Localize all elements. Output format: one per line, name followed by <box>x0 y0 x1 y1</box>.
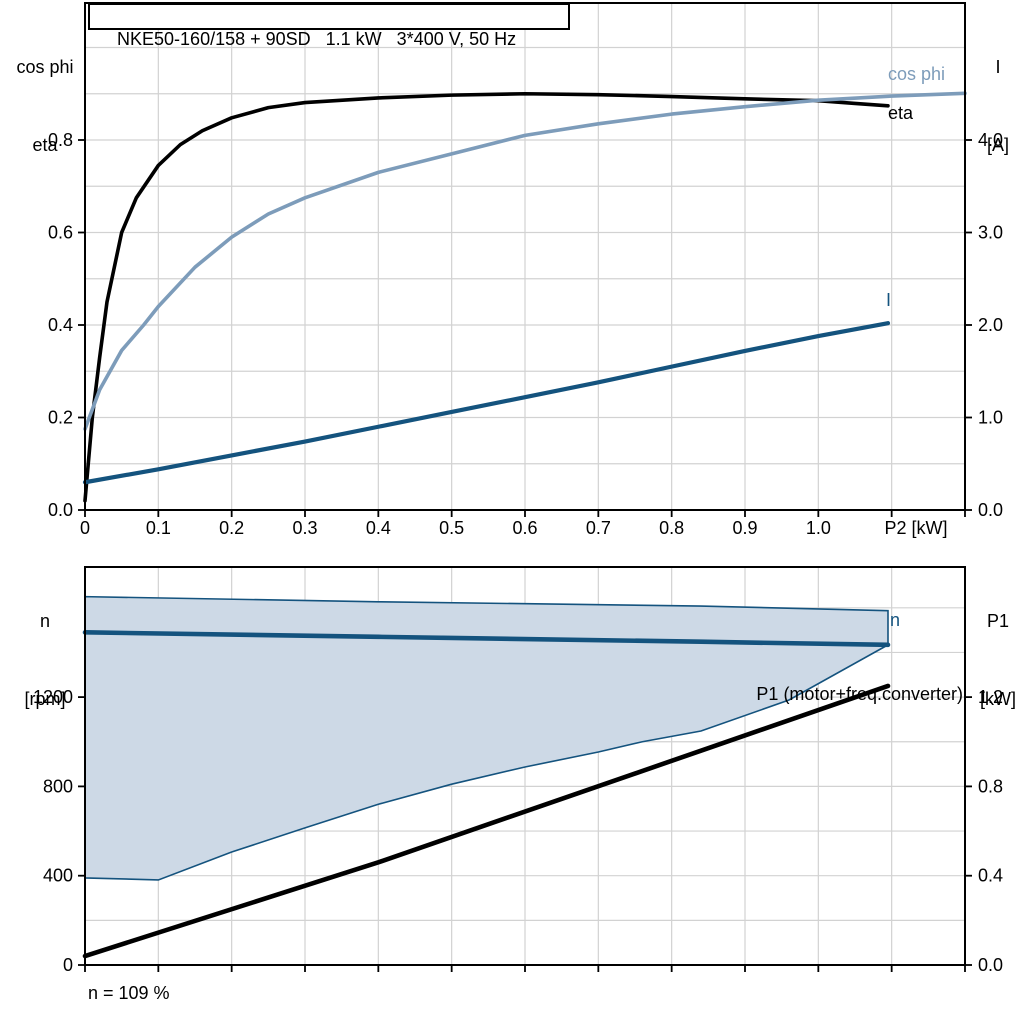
right-tick-label: 0.0 <box>978 955 1003 975</box>
left-axis-title-speed-unit: [rpm] <box>24 689 66 709</box>
chart-title: NKE50-160/158 + 90SD 1.1 kW 3*400 V, 50 … <box>117 29 517 49</box>
chart-title-box: NKE50-160/158 + 90SD 1.1 kW 3*400 V, 50 … <box>88 3 570 49</box>
curve-p1 <box>82 683 891 959</box>
right-tick-label: 3.0 <box>978 223 1003 243</box>
left-tick-label: 0.6 <box>48 223 73 243</box>
x-tick-label: 0.5 <box>439 518 464 538</box>
right-tick-label: 0.8 <box>978 776 1003 796</box>
x-tick-label: 0.3 <box>292 518 317 538</box>
right-tick-label: 4.0 <box>978 130 1003 150</box>
curve-cos-phi <box>83 91 967 431</box>
area-speed-control-range <box>84 595 889 881</box>
curve-n <box>82 630 891 648</box>
left-axis-title-speed: n <box>39 611 50 631</box>
x-tick-label: 0.4 <box>366 518 391 538</box>
speed-percentage-note: n = 109 % <box>88 983 170 1003</box>
x-tick-label: 0.8 <box>659 518 684 538</box>
left-tick-label: 400 <box>43 866 73 886</box>
curve-eta <box>83 91 890 503</box>
right-axis-title-current: I <box>995 57 1001 77</box>
left-axis-title-eta: eta <box>32 135 58 155</box>
speed-curve-label: n <box>890 610 901 630</box>
x-tick-label: 0.6 <box>512 518 537 538</box>
right-axis-title-top: I [A] <box>973 2 1023 210</box>
right-axis-title-current-unit: [A] <box>986 135 1009 155</box>
right-axis-title-p1-unit: [kW] <box>980 689 1016 709</box>
left-tick-label: 0.0 <box>48 500 73 520</box>
left-axis-title-bottom: n [rpm] <box>8 556 82 764</box>
left-tick-label: 0 <box>63 955 73 975</box>
x-tick-label: 1.0 <box>806 518 831 538</box>
left-tick-label: 0.8 <box>48 130 73 150</box>
right-axis-title-p1: P1 <box>986 611 1010 631</box>
x-tick-label: 0.7 <box>586 518 611 538</box>
right-tick-label: 1.0 <box>978 408 1003 428</box>
cos-phi-curve-label: cos phi <box>888 64 946 84</box>
left-tick-label: 0.4 <box>48 315 73 335</box>
right-tick-label: 0.4 <box>978 866 1003 886</box>
curve-current <box>82 321 891 485</box>
x-tick-label: 0 <box>80 518 90 538</box>
current-curve-label: I <box>886 290 892 310</box>
left-axis-title-top: cos phi eta <box>6 2 84 210</box>
right-axis-title-bottom: P1 [kW] <box>972 556 1024 764</box>
eta-curve-label: eta <box>888 103 914 123</box>
left-tick-label: 800 <box>43 776 73 796</box>
right-tick-label: 1.2 <box>978 687 1003 707</box>
right-tick-label: 0.0 <box>978 500 1003 520</box>
x-axis-title: P2 [kW] <box>884 518 947 538</box>
left-tick-label: 0.2 <box>48 408 73 428</box>
p1-curve-label: P1 (motor+freq.converter) <box>756 684 963 704</box>
x-tick-label: 0.9 <box>732 518 757 538</box>
x-tick-label: 0.1 <box>146 518 171 538</box>
x-tick-label: 0.2 <box>219 518 244 538</box>
left-tick-label: 1200 <box>33 687 73 707</box>
right-tick-label: 2.0 <box>978 315 1003 335</box>
left-axis-title-cos-phi: cos phi <box>16 57 74 77</box>
